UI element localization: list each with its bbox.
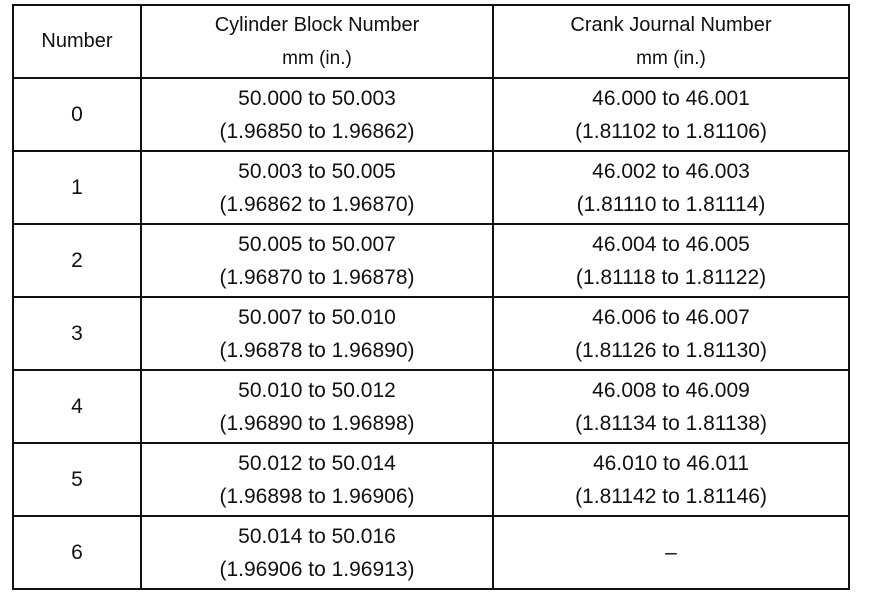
- cell-line: (1.96870 to 1.96878): [219, 265, 415, 289]
- cell-line: (1.96890 to 1.96898): [219, 411, 415, 435]
- table-cell: 50.012 to 50.014 (1.96898 to 1.96906): [140, 442, 494, 517]
- table-cell: 46.006 to 46.007 (1.81126 to 1.81130): [492, 296, 850, 371]
- cell-line: 50.000 to 50.003: [238, 86, 396, 110]
- table-row: 1 50.003 to 50.005 (1.96862 to 1.96870) 46.…: [12, 150, 850, 225]
- cell-line: 46.004 to 46.005: [592, 232, 750, 256]
- cell-line: 46.002 to 46.003: [592, 159, 750, 183]
- table-cell: 50.005 to 50.007 (1.96870 to 1.96878): [140, 223, 494, 298]
- cell-line: (1.96862 to 1.96870): [219, 192, 415, 216]
- table-cell: Crank Journal Number mm (in.): [492, 4, 850, 79]
- cell-line: (1.81142 to 1.81146): [575, 484, 767, 508]
- table-cell: 50.014 to 50.016 (1.96906 to 1.96913): [140, 515, 494, 590]
- cell-line: (1.81126 to 1.81130): [575, 338, 767, 362]
- table-row: 3 50.007 to 50.010 (1.96878 to 1.96890) 46.…: [12, 296, 850, 371]
- cell-line: (1.81110 to 1.81114): [576, 192, 766, 216]
- cell-line: 46.008 to 46.009: [592, 378, 750, 402]
- table-row: Number Cylinder Block Number mm (in.) Crank…: [12, 4, 850, 79]
- table-cell: Number: [12, 4, 142, 79]
- cell-line: (1.81118 to 1.81122): [575, 265, 767, 289]
- table-row: 0 50.000 to 50.003 (1.96850 to 1.96862) 46.…: [12, 77, 850, 152]
- cell-line: 50.010 to 50.012: [238, 378, 396, 402]
- cell-line: (1.96878 to 1.96890): [219, 338, 415, 362]
- table-cell: 46.008 to 46.009 (1.81134 to 1.81138): [492, 369, 850, 444]
- cell-line: (1.96906 to 1.96913): [219, 557, 415, 581]
- table-cell: 50.007 to 50.010 (1.96878 to 1.96890): [140, 296, 494, 371]
- cell-line: Cylinder Block Number: [214, 13, 420, 36]
- table-cell: 46.002 to 46.003 (1.81110 to 1.81114): [492, 150, 850, 225]
- cell-line: 50.005 to 50.007: [238, 232, 396, 256]
- cell-line: (1.96850 to 1.96862): [219, 119, 415, 143]
- table-cell: 46.000 to 46.001 (1.81102 to 1.81106): [492, 77, 850, 152]
- table-cell: 46.004 to 46.005 (1.81118 to 1.81122): [492, 223, 850, 298]
- cell-line: mm (in.): [636, 47, 706, 69]
- table-cell: 2: [12, 223, 142, 298]
- table-cell: 0: [12, 77, 142, 152]
- cell-line: 46.006 to 46.007: [592, 305, 750, 329]
- cell-line: mm (in.): [282, 47, 352, 69]
- table-cell: 46.010 to 46.011 (1.81142 to 1.81146): [492, 442, 850, 517]
- cell-line: Crank Journal Number: [570, 13, 772, 36]
- table-cell: 3: [12, 296, 142, 371]
- table-cell: 50.000 to 50.003 (1.96850 to 1.96862): [140, 77, 494, 152]
- table-cell: 50.003 to 50.005 (1.96862 to 1.96870): [140, 150, 494, 225]
- table-row: 2 50.005 to 50.007 (1.96870 to 1.96878) 46.…: [12, 223, 850, 298]
- cell-line: 50.003 to 50.005: [238, 159, 396, 183]
- table-body: Number Cylinder Block Number mm (in.) Crank…: [12, 4, 850, 590]
- cell-line: (1.81134 to 1.81138): [575, 411, 767, 435]
- cell-line: 50.007 to 50.010: [238, 305, 396, 329]
- table-cell: 6: [12, 515, 142, 590]
- table-cell: 50.010 to 50.012 (1.96890 to 1.96898): [140, 369, 494, 444]
- table-cell: Cylinder Block Number mm (in.): [140, 4, 494, 79]
- spec-table: Number Cylinder Block Number mm (in.) Crank…: [12, 4, 850, 590]
- cell-line: 50.012 to 50.014: [238, 451, 396, 475]
- cell-line: 46.000 to 46.001: [592, 86, 750, 110]
- table-cell: 5: [12, 442, 142, 517]
- cell-line: 46.010 to 46.011: [592, 451, 750, 475]
- table-row: 4 50.010 to 50.012 (1.96890 to 1.96898) 46.…: [12, 369, 850, 444]
- table-row: 6 50.014 to 50.016 (1.96906 to 1.96913) –: [12, 515, 850, 590]
- table-cell: 1: [12, 150, 142, 225]
- table-row: 5 50.012 to 50.014 (1.96898 to 1.96906) 46.…: [12, 442, 850, 517]
- cell-line: (1.96898 to 1.96906): [219, 484, 415, 508]
- cell-line: 50.014 to 50.016: [238, 524, 396, 548]
- table-cell: –: [492, 515, 850, 590]
- table-cell: 4: [12, 369, 142, 444]
- cell-line: (1.81102 to 1.81106): [575, 119, 767, 143]
